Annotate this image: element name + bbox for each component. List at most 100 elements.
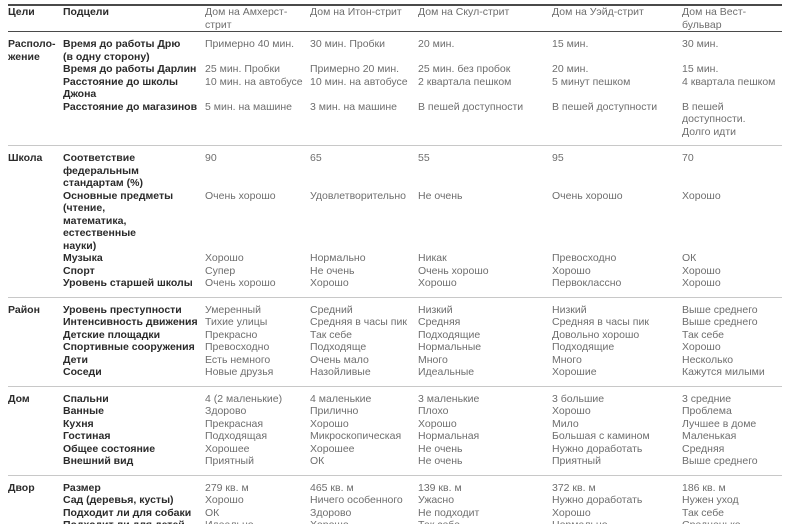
value-cell: Средняя (682, 442, 725, 455)
subgoal-cell: Расстояние до школы Джона (63, 75, 178, 101)
value-cell: Не очень (418, 442, 463, 455)
subgoal-cell: Время до работы Дарлин (63, 63, 197, 75)
value-cell: 15 мин. (682, 63, 719, 75)
value-cell: Идеальные (418, 366, 475, 378)
table-row: Детские площадки Прекрасно Так себе Подходя… (8, 329, 782, 342)
table-row: Кухня Прекрасная Хорошо Хорошо Мило Лучшее в … (8, 418, 782, 431)
value-cell: Так себе (682, 328, 724, 341)
table-section: Район Уровень преступности Умеренный Средни… (8, 297, 782, 386)
table-row: Дети Есть немного Очень мало Много Много Неск… (8, 354, 782, 367)
value-cell: Низкий (552, 303, 587, 316)
value-cell: 3 мин. на машине (310, 100, 398, 113)
value-cell: Здорово (205, 405, 247, 417)
table-row: Школа Соответствие федеральным стандартам… (8, 146, 782, 190)
goal-cell: Дом (8, 392, 30, 405)
subgoal-cell: Ванные (63, 405, 104, 417)
value-cell: 2 квартала пешком (418, 75, 512, 88)
value-cell: Подходящая (205, 430, 268, 442)
value-cell: Идеально (205, 519, 310, 524)
value-cell: Большая с камином (552, 430, 650, 442)
value-cell: Мило (552, 417, 579, 430)
table-section: Располо- жение Время до работы Дрю (в одн… (8, 32, 782, 146)
table-row: Ванные Здорово Прилично Плохо Хорошо Проблема (8, 405, 782, 418)
value-cell: Прекрасно (205, 328, 258, 341)
value-cell: Хорошие (552, 366, 597, 378)
goal-cell: Располо- жение (8, 38, 56, 63)
value-cell: 279 кв. м (205, 481, 249, 494)
value-cell: 5 минут пешком (552, 75, 631, 88)
value-cell: 465 кв. м (310, 481, 354, 494)
value-cell: 3 большие (552, 392, 605, 405)
table-row: Общее состояние Хорошее Хорошее Не очень Нуж… (8, 443, 782, 456)
value-cell: Новые друзья (205, 366, 274, 378)
value-cell: 3 средние (682, 392, 732, 405)
subgoal-cell: Время до работы Дрю (в одну сторону) (63, 38, 181, 63)
value-cell: Примерно 40 мин. (205, 38, 295, 50)
value-cell: Проблема (682, 405, 732, 417)
value-cell: Очень хорошо (418, 264, 489, 277)
value-cell: Прилично (310, 405, 359, 417)
value-cell: Удовлетворительно (310, 189, 407, 202)
value-cell: Лучшее в доме (682, 417, 757, 430)
subgoal-cell: Сад (деревья, кусты) (63, 494, 174, 506)
value-cell: 65 (310, 152, 322, 164)
value-cell: Низкий (418, 303, 453, 316)
value-cell: 20 мин. (418, 38, 455, 50)
value-cell: Средненько (682, 519, 782, 524)
goal-cell: Двор (8, 481, 35, 494)
value-cell: Плохо (418, 405, 449, 417)
value-cell: Хорошее (205, 442, 250, 455)
value-cell: Нужно доработать (552, 494, 643, 506)
header-row: Цели Подцели Дом на Амхерст-стрит Дом на… (8, 5, 782, 32)
value-cell: Хорошо (310, 277, 349, 289)
table-row: Уровень старшей школы Очень хорошо Хорошо Х… (8, 277, 782, 297)
value-cell: 90 (205, 152, 217, 164)
table-row: Подходит ли для собаки ОК Здорово Не подход… (8, 507, 782, 520)
subgoal-cell: Спортивные сооружения (63, 341, 195, 353)
value-cell: Очень хорошо (205, 277, 276, 289)
header-house-school: Дом на Скул-стрит (418, 5, 552, 32)
value-cell: Приятный (552, 455, 601, 467)
subgoal-cell: Расстояние до магазинов (63, 100, 198, 113)
value-cell: Умеренный (205, 303, 261, 316)
value-cell: Хорошо (552, 264, 591, 277)
value-cell: Прекрасная (205, 417, 264, 430)
house-comparison-table: Цели Подцели Дом на Амхерст-стрит Дом на… (8, 4, 782, 524)
value-cell: Так себе (310, 328, 352, 341)
value-cell: Хорошо (682, 189, 721, 202)
value-cell: 25 мин. без пробок (418, 63, 511, 75)
table-row: Дом Спальни 4 (2 маленькие) 4 маленькие 3 ма… (8, 386, 782, 405)
table-row: Двор Размер 279 кв. м 465 кв. м 139 кв. м 372… (8, 475, 782, 494)
header-house-eton: Дом на Итон-стрит (310, 5, 418, 32)
value-cell: Выше среднего (682, 303, 758, 316)
value-cell: 30 мин. (682, 38, 719, 50)
header-subgoals: Подцели (63, 5, 205, 32)
value-cell: Хорошо (418, 417, 457, 430)
value-cell: Средний (310, 303, 353, 316)
value-cell: Много (418, 353, 448, 366)
value-cell: 186 кв. м (682, 481, 726, 494)
table-row: Подходит ли для детейИдеальноХорошоТак с… (8, 519, 782, 524)
value-cell: Очень хорошо (552, 189, 623, 202)
value-cell: Маленькая (682, 430, 737, 442)
subgoal-cell: Внешний вид (63, 455, 134, 467)
subgoal-cell: Спальни (63, 392, 109, 405)
value-cell: 3 маленькие (418, 392, 480, 405)
value-cell: Здорово (310, 506, 352, 519)
value-cell: Довольно хорошо (552, 328, 640, 341)
value-cell: Хорошо (682, 264, 721, 277)
table-row: Район Уровень преступности Умеренный Средни… (8, 297, 782, 316)
value-cell: Первоклассно (552, 277, 622, 289)
value-cell: Очень хорошо (205, 189, 276, 202)
value-cell: Супер (205, 264, 236, 277)
value-cell: Микроскопическая (310, 430, 402, 442)
value-cell: 139 кв. м (418, 481, 462, 494)
value-cell: 372 кв. м (552, 481, 596, 494)
subgoal-cell: Уровень преступности (63, 303, 182, 316)
value-cell: Превосходно (205, 341, 270, 353)
value-cell: Средняя в часы пик (552, 316, 649, 328)
subgoal-cell: Кухня (63, 417, 94, 430)
subgoal-cell: Уровень старшей школы (63, 277, 193, 289)
value-cell: Не очень (418, 189, 463, 202)
